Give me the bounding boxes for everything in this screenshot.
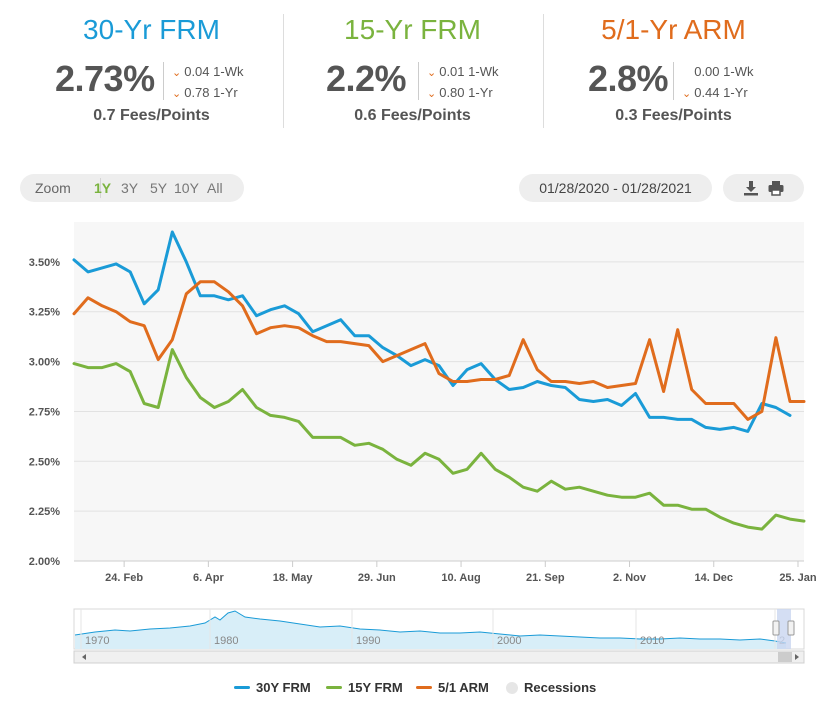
stat-30yr-frm: 30-Yr FRM 2.73% ⌄ 0.04 1-Wk ⌄ 0.78 1-Yr 0.…	[20, 0, 283, 130]
stat-rate: 2.2%	[326, 58, 407, 99]
legend-dot	[506, 681, 518, 694]
chevron-down-icon: ⌄	[172, 88, 182, 100]
scroll-right-arrow-icon[interactable]	[795, 654, 799, 660]
legend-item-5-1-arm[interactable]: 5/1 ARM	[416, 680, 489, 695]
stat-changes: ⌄ 0.04 1-Wk ⌄ 0.78 1-Yr	[172, 62, 243, 104]
y-tick-label: 2.25%	[29, 506, 60, 518]
legend-label: 5/1 ARM	[438, 680, 489, 695]
stat-changes: ⌄ 0.01 1-Wk ⌄ 0.80 1-Yr	[427, 62, 498, 104]
navigator-scrollbar[interactable]	[73, 650, 805, 664]
download-icon[interactable]	[742, 179, 760, 197]
stat-15yr-frm: 15-Yr FRM 2.2% ⌄ 0.01 1-Wk ⌄ 0.80 1-Yr 0.6…	[281, 0, 544, 130]
zoom-selector: Zoom 1Y 3Y 5Y 10Y All	[20, 174, 244, 202]
stat-rate: 2.73%	[55, 58, 155, 99]
y-tick-label: 2.00%	[29, 556, 60, 568]
stat-fees: 0.6 Fees/Points	[354, 107, 471, 124]
y-tick-label: 2.50%	[29, 456, 60, 468]
stat-fees: 0.3 Fees/Points	[615, 107, 732, 124]
zoom-button-1y[interactable]: 1Y	[94, 180, 112, 196]
stat-1wk-change: 0.00 1-Wk	[694, 64, 754, 79]
stat-separator	[543, 14, 544, 128]
navigator-year-label: 1970	[85, 635, 109, 647]
zoom-button-all[interactable]: All	[207, 180, 223, 196]
chevron-down-icon: ⌄	[172, 67, 182, 79]
navigator-selection[interactable]	[777, 609, 791, 649]
stat-divider	[673, 62, 674, 100]
stat-1yr-change: 0.80 1-Yr	[439, 85, 493, 100]
range-navigator[interactable]: 197019801990200020102	[0, 605, 831, 667]
series-line-5-1-arm	[72, 280, 806, 421]
stat-1yr-change: 0.78 1-Yr	[184, 85, 238, 100]
stat-title: 5/1-Yr ARM	[601, 14, 746, 45]
stat-separator	[283, 14, 284, 128]
legend-item-recessions[interactable]: Recessions	[506, 680, 596, 695]
navigator-area	[75, 611, 786, 649]
zoom-divider	[100, 178, 101, 198]
legend-swatch	[234, 686, 250, 689]
chart-legend: 30Y FRM 15Y FRM 5/1 ARM Recessions	[0, 680, 831, 696]
navigator-right-handle[interactable]	[787, 620, 795, 636]
y-tick-label: 3.25%	[29, 307, 60, 319]
x-tick-label: 18. May	[273, 572, 314, 584]
navigator-line	[74, 610, 787, 644]
x-tick-label: 25. Jan	[779, 572, 817, 584]
y-tick-label: 3.00%	[29, 357, 60, 369]
stat-title: 15-Yr FRM	[344, 14, 481, 45]
x-tick-label: 6. Apr	[193, 572, 224, 584]
navigator-year-label: 2010	[640, 635, 664, 647]
x-tick-label: 14. Dec	[694, 572, 733, 584]
stat-1wk-change: 0.01 1-Wk	[439, 64, 499, 79]
scroll-left-arrow-icon[interactable]	[82, 654, 86, 660]
navigator-year-label: 2000	[497, 635, 521, 647]
legend-label: Recessions	[524, 680, 597, 695]
zoom-label: Zoom	[35, 180, 71, 196]
date-range-display[interactable]: 01/28/2020 - 01/28/2021	[519, 174, 712, 202]
stat-changes: ⌄0.00 1-Wk ⌄0.44 1-Yr	[682, 62, 753, 104]
legend-label: 15Y FRM	[348, 680, 403, 695]
navigator-left-handle[interactable]	[772, 620, 780, 636]
stat-rate: 2.8%	[588, 58, 669, 99]
zoom-button-10y[interactable]: 10Y	[174, 180, 199, 196]
x-tick-label: 29. Jun	[358, 572, 396, 584]
chevron-down-icon: ⌄	[427, 67, 437, 79]
stat-1yr-change: 0.44 1-Yr	[694, 85, 748, 100]
stat-1wk-change: 0.04 1-Wk	[184, 64, 244, 79]
chevron-down-icon: ⌄	[682, 88, 692, 100]
legend-swatch	[416, 686, 432, 689]
legend-item-30y-frm[interactable]: 30Y FRM	[234, 680, 311, 695]
legend-swatch	[326, 686, 342, 689]
print-icon[interactable]	[767, 179, 785, 197]
zoom-button-3y[interactable]: 3Y	[121, 180, 139, 196]
y-tick-label: 2.75%	[29, 406, 60, 418]
stat-5-1-arm: 5/1-Yr ARM 2.8% ⌄0.00 1-Wk ⌄0.44 1-Yr 0.…	[542, 0, 805, 130]
y-tick-label: 3.50%	[29, 257, 60, 269]
navigator-year-label: 1980	[214, 635, 238, 647]
series-line-30y-frm	[72, 230, 792, 433]
stat-divider	[418, 62, 419, 100]
x-tick-label: 24. Feb	[105, 572, 143, 584]
legend-label: 30Y FRM	[256, 680, 311, 695]
x-tick-label: 2. Nov	[613, 572, 647, 584]
series-line-15y-frm	[72, 348, 806, 531]
rates-line-chart[interactable]: 2.00% 2.25% 2.50% 2.75% 3.00% 3.25% 3.50% 24. …	[0, 210, 831, 585]
x-tick-label: 21. Sep	[526, 572, 565, 584]
legend-item-15y-frm[interactable]: 15Y FRM	[326, 680, 403, 695]
stat-fees: 0.7 Fees/Points	[93, 107, 210, 124]
navigator-year-label: 1990	[356, 635, 380, 647]
zoom-button-5y[interactable]: 5Y	[150, 180, 168, 196]
x-tick-label: 10. Aug	[441, 572, 480, 584]
chart-tools	[723, 174, 804, 202]
stat-divider	[163, 62, 164, 100]
chevron-down-icon: ⌄	[427, 88, 437, 100]
stat-title: 30-Yr FRM	[83, 14, 220, 45]
scrollbar-thumb[interactable]	[778, 652, 792, 662]
